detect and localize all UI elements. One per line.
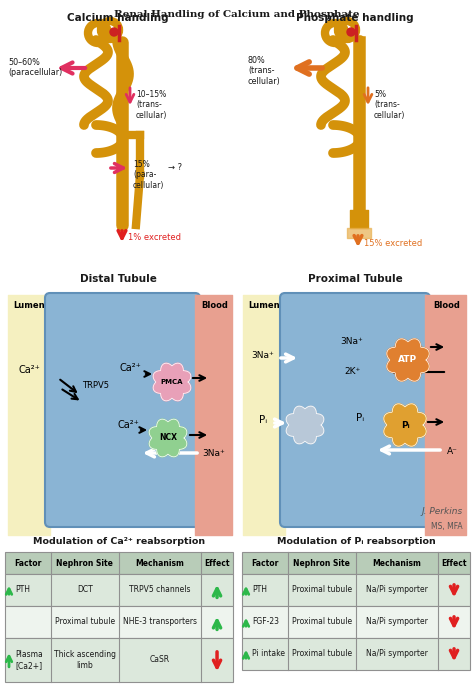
Text: 5%
(trans-
cellular): 5% (trans- cellular) <box>374 90 405 120</box>
Text: FGF-23: FGF-23 <box>252 617 279 626</box>
FancyBboxPatch shape <box>5 574 233 606</box>
Text: Proximal Tubule: Proximal Tubule <box>308 274 402 284</box>
Polygon shape <box>153 363 191 401</box>
Circle shape <box>347 28 355 36</box>
Text: Mechanism: Mechanism <box>373 559 421 568</box>
Text: Effect: Effect <box>441 559 467 568</box>
Text: Na/Pi symporter: Na/Pi symporter <box>366 650 428 658</box>
Text: Nephron Site: Nephron Site <box>56 559 113 568</box>
Text: 15% excreted: 15% excreted <box>364 238 422 247</box>
Text: Blood: Blood <box>434 300 460 309</box>
Text: Lumen: Lumen <box>248 300 280 309</box>
Text: Proximal tubule: Proximal tubule <box>292 650 352 658</box>
Text: Factor: Factor <box>14 559 42 568</box>
FancyBboxPatch shape <box>280 293 430 527</box>
Text: Proximal tubule: Proximal tubule <box>55 617 115 626</box>
FancyBboxPatch shape <box>242 552 470 574</box>
Text: ATP: ATP <box>399 356 418 364</box>
Text: Phosphate handling: Phosphate handling <box>296 13 414 23</box>
FancyBboxPatch shape <box>242 574 470 606</box>
Text: Ca²⁺: Ca²⁺ <box>119 363 141 373</box>
FancyBboxPatch shape <box>242 638 470 670</box>
Text: 80%
(trans-
cellular): 80% (trans- cellular) <box>248 56 281 85</box>
Text: Proximal tubule: Proximal tubule <box>292 585 352 594</box>
Polygon shape <box>286 406 324 444</box>
Text: 1% excreted: 1% excreted <box>128 234 181 243</box>
Circle shape <box>110 28 118 36</box>
Text: Proximal tubule: Proximal tubule <box>292 617 352 626</box>
FancyBboxPatch shape <box>242 606 470 638</box>
Text: Blood: Blood <box>201 300 228 309</box>
Text: 10–15%
(trans-
cellular): 10–15% (trans- cellular) <box>136 90 167 120</box>
Polygon shape <box>387 338 429 381</box>
Text: Lumen: Lumen <box>13 300 45 309</box>
Text: Modulation of Ca²⁺ reabsorption: Modulation of Ca²⁺ reabsorption <box>33 537 205 546</box>
Text: TRPV5: TRPV5 <box>82 380 109 389</box>
Text: NCX: NCX <box>159 434 177 443</box>
Text: 3Na⁺: 3Na⁺ <box>252 350 274 359</box>
Text: PMCA: PMCA <box>161 379 183 385</box>
Text: 3Na⁺: 3Na⁺ <box>341 338 364 347</box>
Text: Ca²⁺: Ca²⁺ <box>117 420 139 430</box>
Text: 15%
(para-
cellular): 15% (para- cellular) <box>133 160 164 190</box>
Polygon shape <box>149 419 187 457</box>
Text: NHE-3 transporters: NHE-3 transporters <box>123 617 197 626</box>
FancyBboxPatch shape <box>5 606 233 638</box>
Text: Pᵢ: Pᵢ <box>401 420 410 430</box>
Text: Pi intake: Pi intake <box>252 650 285 658</box>
FancyBboxPatch shape <box>5 552 233 574</box>
Text: DCT: DCT <box>77 585 93 594</box>
Text: PTH: PTH <box>15 585 30 594</box>
Text: 3Na⁺: 3Na⁺ <box>202 448 225 457</box>
Text: Modulation of Pᵢ reabsorption: Modulation of Pᵢ reabsorption <box>277 537 436 546</box>
Text: Distal Tubule: Distal Tubule <box>80 274 156 284</box>
Text: Pᵢ: Pᵢ <box>356 413 364 423</box>
Text: Mechanism: Mechanism <box>136 559 184 568</box>
Text: Ca²⁺: Ca²⁺ <box>18 365 40 375</box>
Text: J. Perkins: J. Perkins <box>422 507 463 516</box>
Text: 50–60%
(paracellular): 50–60% (paracellular) <box>8 58 62 77</box>
Text: Factor: Factor <box>251 559 279 568</box>
Text: PTH: PTH <box>252 585 267 594</box>
Text: CaSR: CaSR <box>150 655 170 664</box>
Text: MS, MFA: MS, MFA <box>431 521 463 530</box>
Text: Nephron Site: Nephron Site <box>293 559 350 568</box>
Polygon shape <box>50 512 56 524</box>
Polygon shape <box>50 302 56 314</box>
Text: 2K⁺: 2K⁺ <box>344 368 360 377</box>
Text: Plasma
[Ca2+]: Plasma [Ca2+] <box>15 651 43 670</box>
Text: Thick ascending
limb: Thick ascending limb <box>54 651 116 670</box>
Text: TRPV5 channels: TRPV5 channels <box>129 585 191 594</box>
Text: → ?: → ? <box>168 163 182 172</box>
Text: Pᵢ: Pᵢ <box>259 415 267 425</box>
FancyBboxPatch shape <box>5 638 233 682</box>
Text: Effect: Effect <box>204 559 230 568</box>
Polygon shape <box>384 404 426 446</box>
Text: A⁻: A⁻ <box>447 448 458 457</box>
Text: Renal Handling of Calcium and Phosphate: Renal Handling of Calcium and Phosphate <box>114 10 360 19</box>
Text: Na/Pi symporter: Na/Pi symporter <box>366 585 428 594</box>
Text: Calcium handling: Calcium handling <box>67 13 169 23</box>
Text: Na/Pi symporter: Na/Pi symporter <box>366 617 428 626</box>
FancyBboxPatch shape <box>45 293 200 527</box>
